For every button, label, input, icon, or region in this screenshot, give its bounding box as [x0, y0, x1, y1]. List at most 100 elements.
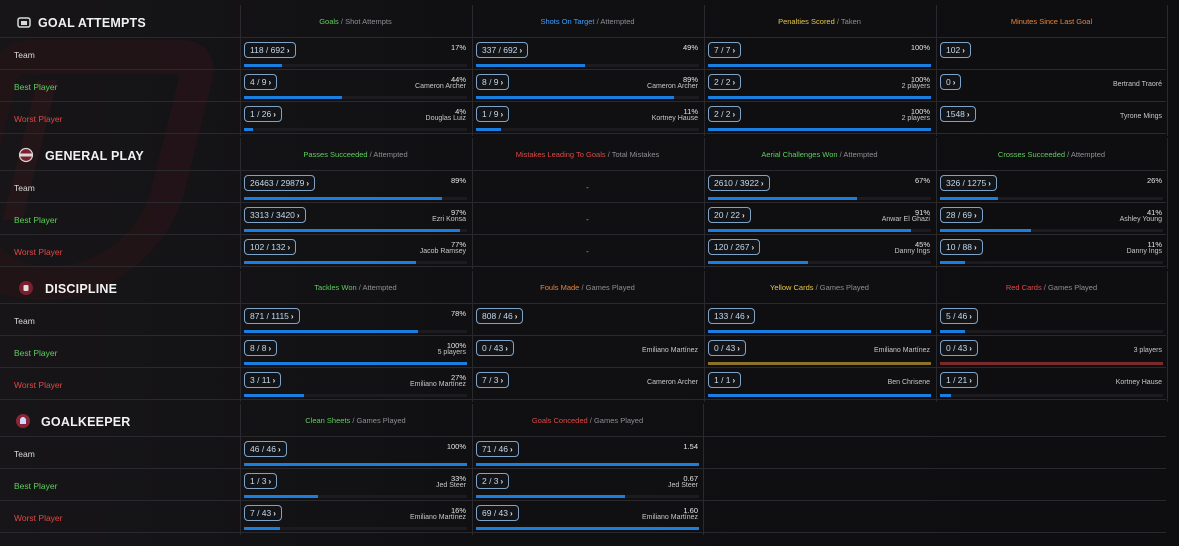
- stat-value-button[interactable]: 26463 / 29879 ›: [244, 175, 316, 191]
- stat-value-button[interactable]: 1548 ›: [940, 106, 976, 122]
- chevron-right-icon: ›: [296, 211, 300, 220]
- stat-value-button[interactable]: 808 / 46 ›: [476, 308, 524, 324]
- progress-fill: [244, 229, 461, 232]
- stat-cell: 326 / 1275 › 26%: [937, 171, 1166, 203]
- stat-player-name: 3 players: [1133, 347, 1162, 354]
- stat-player-name[interactable]: Jed Steer: [436, 482, 466, 489]
- stat-player-name[interactable]: Jed Steer: [668, 482, 698, 489]
- stat-value-button[interactable]: 0 / 43 ›: [940, 340, 978, 356]
- stat-player-name[interactable]: Emiliano Martínez: [409, 381, 466, 388]
- stat-player-name[interactable]: Ezri Konsa: [432, 216, 466, 223]
- stat-value-button[interactable]: 3 / 11 ›: [244, 372, 282, 388]
- stat-value-button[interactable]: 2 / 2 ›: [708, 106, 742, 122]
- stat-value-button[interactable]: 1 / 9 ›: [476, 106, 510, 122]
- stat-value-button[interactable]: 2 / 2 ›: [708, 74, 742, 90]
- stat-player-name[interactable]: Douglas Luiz: [425, 115, 466, 122]
- chevron-right-icon: ›: [952, 78, 956, 87]
- stat-value-button[interactable]: 326 / 1275 ›: [940, 175, 997, 191]
- stat-player-name[interactable]: Cameron Archer: [647, 83, 698, 90]
- column-header-metric: Penalties Scored: [778, 17, 835, 26]
- stat-value-button[interactable]: 0 ›: [940, 74, 962, 90]
- stat-value-button[interactable]: 0 / 43 ›: [476, 340, 514, 356]
- stat-value-button[interactable]: 20 / 22 ›: [708, 207, 751, 223]
- stat-cell: 871 / 1115 › 78%: [241, 304, 470, 336]
- stat-value-button[interactable]: 337 / 692 ›: [476, 42, 529, 58]
- column-header-denominator: / Games Played: [579, 283, 635, 292]
- stat-value-button[interactable]: 120 / 267 ›: [708, 239, 761, 255]
- column-header-metric: Passes Succeeded: [303, 150, 368, 159]
- stat-value-button[interactable]: 5 / 46 ›: [940, 308, 978, 324]
- stat-value-button[interactable]: 28 / 69 ›: [940, 207, 983, 223]
- stat-player-name[interactable]: Tyrone Mings: [1119, 113, 1162, 120]
- stat-value-button[interactable]: 1 / 26 ›: [244, 106, 282, 122]
- stat-player-name[interactable]: Danny Ings: [894, 248, 930, 255]
- stat-cell: 1 / 3 › 33% Jed Steer: [241, 469, 470, 501]
- stat-value-button[interactable]: 871 / 1115 ›: [244, 308, 300, 324]
- stat-value: 337 / 692: [482, 45, 518, 55]
- stat-player-name[interactable]: Emiliano Martínez: [873, 347, 930, 354]
- stat-value-button[interactable]: 71 / 46 ›: [476, 441, 519, 457]
- stat-player-name[interactable]: Kortney Hause: [1115, 379, 1162, 386]
- stat-value-button[interactable]: 102 ›: [940, 42, 971, 58]
- row-label-team: Team: [14, 183, 35, 193]
- stat-value: 0 / 43: [714, 343, 736, 353]
- stat-value-button[interactable]: 1 / 3 ›: [244, 473, 278, 489]
- progress-track: [244, 197, 467, 200]
- stat-player-name[interactable]: Emiliano Martínez: [641, 347, 698, 354]
- column-header: Red Cards / Games Played: [937, 283, 1166, 292]
- stat-row-team: Team 871 / 1115 › 78% 808 / 46 › 133 / 46 › 5 / …: [0, 304, 1166, 336]
- stat-value-button[interactable]: 69 / 43 ›: [476, 505, 519, 521]
- progress-track: [708, 64, 931, 67]
- progress-fill: [708, 229, 911, 232]
- stat-player-name[interactable]: Emiliano Martínez: [641, 514, 698, 521]
- progress-track: [708, 362, 931, 365]
- stat-value-button[interactable]: 0 / 43 ›: [708, 340, 746, 356]
- stat-player-name[interactable]: Ashley Young: [1119, 216, 1162, 223]
- stat-player-name[interactable]: Kortney Hause: [651, 115, 698, 122]
- stat-player-name[interactable]: Cameron Archer: [647, 379, 698, 386]
- row-label-team: Team: [14, 316, 35, 326]
- stat-value-button[interactable]: 3313 / 3420 ›: [244, 207, 306, 223]
- stat-value-button[interactable]: 1 / 21 ›: [940, 372, 978, 388]
- stat-value-button[interactable]: 7 / 43 ›: [244, 505, 282, 521]
- stat-value-button[interactable]: 118 / 692 ›: [244, 42, 296, 58]
- stat-player-name[interactable]: Ben Chrisene: [887, 379, 930, 386]
- stat-value-button[interactable]: 7 / 7 ›: [708, 42, 742, 58]
- discipline-section: DISCIPLINE Tackles Won / Attempted Fouls M…: [0, 271, 1179, 402]
- stat-percentage: 100%: [910, 75, 930, 84]
- column-divider: [472, 271, 473, 402]
- column-header-denominator: / Attempted: [356, 283, 397, 292]
- column-divider: [704, 138, 705, 269]
- stat-value-button[interactable]: 7 / 3 ›: [476, 372, 510, 388]
- stat-value-button[interactable]: 2 / 3 ›: [476, 473, 510, 489]
- stat-player-name[interactable]: Emiliano Martínez: [409, 514, 466, 521]
- chevron-right-icon: ›: [969, 344, 972, 353]
- stat-player-name[interactable]: Anwar El Ghazi: [881, 216, 930, 223]
- column-header: Crosses Succeeded / Attempted: [937, 150, 1166, 159]
- chevron-right-icon: ›: [746, 312, 750, 321]
- stat-value-button[interactable]: 8 / 8 ›: [244, 340, 278, 356]
- column-header-metric: Shots On Target: [540, 17, 595, 26]
- column-divider: [240, 271, 241, 402]
- column-divider: [240, 138, 241, 269]
- stat-value-button[interactable]: 8 / 9 ›: [476, 74, 510, 90]
- stat-player-name[interactable]: Jacob Ramsey: [419, 248, 466, 255]
- progress-fill: [940, 394, 952, 397]
- stat-player-name[interactable]: Bertrand Traoré: [1112, 81, 1162, 88]
- chevron-right-icon: ›: [732, 110, 736, 119]
- section-title: DISCIPLINE: [45, 282, 118, 296]
- stat-value-button[interactable]: 1 / 1 ›: [708, 372, 742, 388]
- stat-value-button[interactable]: 133 / 46 ›: [708, 308, 756, 324]
- stat-value-button[interactable]: 10 / 88 ›: [940, 239, 983, 255]
- stat-value-button[interactable]: 46 / 46 ›: [244, 441, 287, 457]
- column-header: Clean Sheets / Games Played: [241, 416, 470, 425]
- stat-player-name[interactable]: Danny Ings: [1126, 248, 1162, 255]
- stat-cell: 28 / 69 › 41% Ashley Young: [937, 203, 1166, 235]
- stat-value: 1 / 1: [714, 375, 731, 385]
- stat-value-button[interactable]: 4 / 9 ›: [244, 74, 278, 90]
- stat-player-name[interactable]: Cameron Archer: [415, 83, 466, 90]
- stat-value-button[interactable]: 2610 / 3922 ›: [708, 175, 770, 191]
- stat-percentage: 89%: [450, 176, 466, 185]
- stat-value-button[interactable]: 102 / 132 ›: [244, 239, 297, 255]
